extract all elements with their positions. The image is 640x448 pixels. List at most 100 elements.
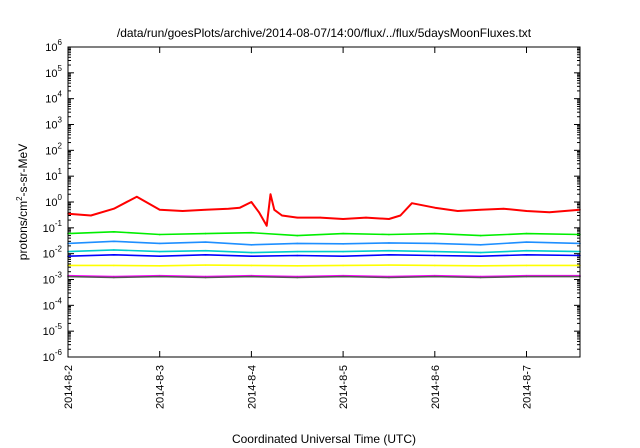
series-point-1	[388, 218, 390, 220]
y-axis-label-prefix: protons/cm	[16, 201, 30, 260]
y-tick-label: 10-4	[43, 296, 63, 312]
y-tick-exponent: -2	[55, 245, 63, 254]
y-tick-label: 105	[45, 64, 62, 80]
series-point-5	[388, 254, 390, 256]
y-tick-label: 100	[45, 193, 62, 209]
series-point-5	[434, 254, 436, 257]
series-line-2	[67, 231, 581, 237]
series-point-4	[296, 250, 299, 253]
series-point-2	[342, 232, 344, 235]
series-point-3	[296, 242, 299, 245]
series-point-1	[456, 210, 459, 212]
series-point-5	[158, 255, 161, 257]
series-point-2	[434, 232, 436, 235]
series-point-3	[388, 242, 390, 244]
series-point-6	[434, 264, 436, 267]
y-tick-base: 10	[43, 275, 55, 287]
series-point-6	[204, 264, 207, 266]
y-tick-exponent: 1	[58, 167, 63, 176]
x-axis-label: Coordinated Universal Time (UTC)	[232, 432, 416, 446]
series-point-4	[342, 250, 344, 253]
series-point-3	[479, 244, 482, 246]
y-tick-base: 10	[43, 352, 55, 364]
series-point-6	[342, 264, 344, 267]
series-point-6	[479, 264, 482, 267]
series-point-8	[158, 275, 161, 278]
series-point-1	[227, 207, 230, 210]
series-point-4	[204, 249, 207, 252]
series-point-5	[113, 254, 115, 256]
series-point-2	[388, 233, 390, 236]
series-point-1	[548, 211, 551, 214]
series-point-5	[342, 255, 344, 257]
y-tick-exponent: 3	[58, 116, 63, 125]
y-tick-base: 10	[43, 326, 55, 338]
series-point-2	[158, 233, 161, 236]
series-point-2	[204, 232, 207, 235]
series-point-6	[158, 264, 161, 267]
y-tick-label: 10-5	[43, 322, 63, 338]
y-tick-exponent: 5	[58, 64, 63, 73]
series-point-2	[296, 234, 299, 237]
series-point-8	[342, 275, 344, 278]
x-tick-label: 2014-8-3	[155, 365, 167, 409]
series-point-3	[250, 244, 253, 246]
series-point-1	[296, 216, 299, 219]
series-point-4	[388, 249, 390, 252]
y-tick-label: 106	[45, 38, 62, 54]
series-point-3	[434, 242, 436, 245]
series-point-8	[525, 275, 528, 278]
x-tick-label: 2014-8-6	[430, 365, 442, 409]
series-point-5	[525, 254, 528, 256]
y-tick-base: 10	[45, 197, 57, 209]
series-point-1	[258, 211, 260, 214]
series-point-6	[250, 264, 253, 267]
y-tick-label: 101	[45, 167, 62, 183]
series-point-5	[250, 255, 253, 257]
series-line-6	[68, 264, 580, 267]
x-tick-label: 2014-8-2	[63, 365, 75, 409]
series-point-2	[113, 231, 115, 233]
series-point-1	[269, 193, 272, 196]
series-point-8	[434, 275, 436, 278]
y-tick-label: 10-1	[43, 219, 63, 235]
y-tick-label: 103	[45, 116, 62, 132]
plot-frame	[67, 46, 581, 358]
y-tick-base: 10	[43, 249, 55, 261]
y-tick-base: 10	[45, 120, 57, 132]
series-point-3	[158, 242, 161, 245]
y-tick-exponent: 6	[58, 38, 63, 47]
series-point-3	[342, 243, 344, 245]
y-tick-base: 10	[45, 145, 57, 157]
series-point-1	[411, 202, 413, 204]
series-line-1	[67, 193, 581, 227]
y-tick-label: 104	[45, 90, 62, 106]
y-tick-exponent: -5	[55, 322, 63, 331]
y-axis-ticks: 10-610-510-410-310-210-11001011021031041…	[43, 38, 580, 364]
series-point-4	[250, 251, 253, 254]
y-tick-label: 10-3	[43, 271, 63, 287]
series-point-1	[265, 224, 268, 227]
x-axis-ticks: 2014-8-2 2014-8-3 2014-8-4 2014-8-5 2014-8-6…	[63, 47, 534, 409]
series-point-1	[319, 216, 321, 219]
y-axis-label: protons/cm2-s-sr-MeV	[15, 144, 30, 260]
series-point-2	[525, 232, 528, 235]
series-point-1	[342, 218, 344, 220]
series-line-8	[67, 275, 580, 279]
y-tick-base: 10	[45, 42, 57, 54]
series-point-1	[250, 201, 253, 203]
series-point-6	[525, 264, 528, 267]
series-point-1	[135, 195, 138, 198]
x-tick-label: 2014-8-7	[522, 365, 534, 409]
y-tick-label: 102	[45, 141, 62, 157]
y-tick-exponent: -4	[55, 296, 63, 305]
y-tick-base: 10	[45, 68, 57, 80]
series-point-1	[502, 207, 505, 210]
series-point-1	[525, 210, 528, 212]
series-point-6	[388, 264, 390, 266]
y-tick-base: 10	[43, 300, 55, 312]
series-point-6	[296, 264, 299, 267]
series-point-1	[273, 208, 276, 211]
series-point-1	[281, 214, 283, 217]
y-tick-exponent: 4	[58, 90, 63, 99]
